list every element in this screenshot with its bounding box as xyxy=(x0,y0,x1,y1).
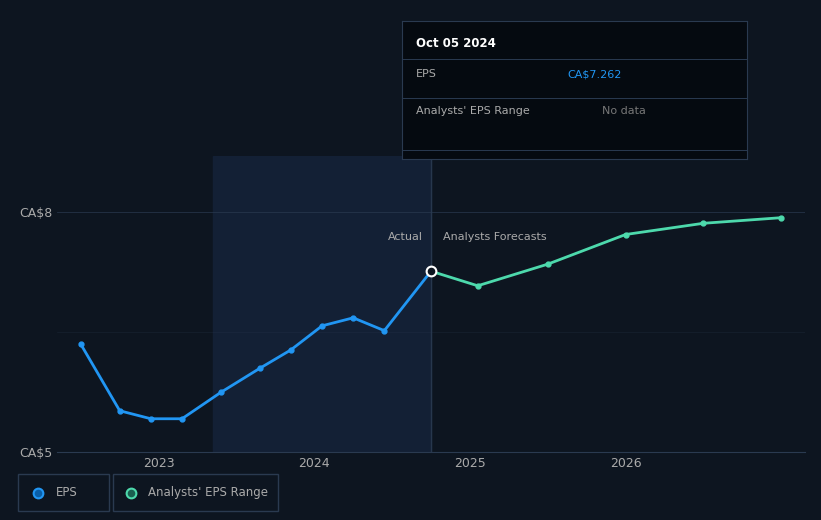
Text: Oct 05 2024: Oct 05 2024 xyxy=(416,37,496,50)
FancyBboxPatch shape xyxy=(18,474,109,511)
Text: Actual: Actual xyxy=(388,232,424,242)
Text: Analysts' EPS Range: Analysts' EPS Range xyxy=(149,486,268,499)
Text: No data: No data xyxy=(603,106,646,116)
FancyBboxPatch shape xyxy=(113,474,278,511)
Text: CA$7.262: CA$7.262 xyxy=(568,69,622,79)
Bar xyxy=(213,156,431,452)
Text: EPS: EPS xyxy=(56,486,77,499)
Text: EPS: EPS xyxy=(416,69,437,79)
Text: Analysts' EPS Range: Analysts' EPS Range xyxy=(416,106,530,116)
Text: Analysts Forecasts: Analysts Forecasts xyxy=(443,232,547,242)
